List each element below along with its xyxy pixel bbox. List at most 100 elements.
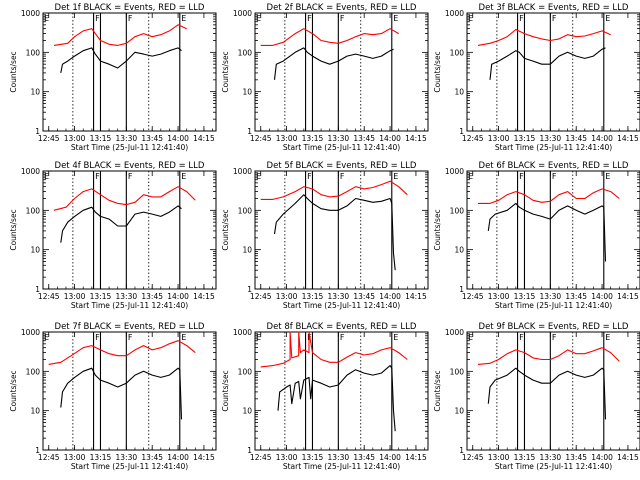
- chart-title: Det 7f BLACK = Events, RED = LLD: [55, 322, 205, 332]
- series-line-events: [489, 47, 606, 80]
- x-axis-label: Start Time (25-Jul-11 12:41:40): [71, 301, 188, 310]
- interval-marker-label: E: [44, 333, 49, 342]
- series-line-lld: [53, 24, 187, 46]
- interval-marker-label: F: [307, 172, 312, 181]
- x-tick-label: 13:00: [276, 134, 298, 143]
- chart-title: Det 9f BLACK = Events, RED = LLD: [479, 322, 629, 332]
- y-tick-label: 1: [459, 446, 464, 455]
- series-line-events: [487, 202, 607, 262]
- interval-marker-label: E: [256, 14, 261, 23]
- series-line-events: [60, 205, 182, 243]
- chart-panel-4: Det 4f BLACK = Events, RED = LLD 1 10 100 10…: [9, 161, 217, 310]
- x-tick-label: 14:15: [193, 134, 215, 143]
- plot-frame: [466, 170, 640, 290]
- y-tick-label: 1000: [21, 9, 40, 18]
- chart-title: Det 2f BLACK = Events, RED = LLD: [267, 3, 417, 13]
- y-tick-label: 10: [30, 246, 40, 255]
- x-tick-label: 13:30: [116, 453, 138, 462]
- chart-panel-6: Det 6f BLACK = Events, RED = LLD 1 10 100 10…: [433, 161, 640, 310]
- interval-marker-label: E: [181, 14, 186, 23]
- x-tick-label: 13:45: [353, 453, 375, 462]
- y-tick-label: 10: [242, 88, 252, 97]
- interval-marker-label: E: [181, 172, 186, 181]
- interval-marker-label: E: [605, 172, 610, 181]
- interval-marker-label: E: [393, 333, 398, 342]
- interval-marker-label: F: [519, 172, 524, 181]
- x-tick-label: 13:15: [514, 134, 536, 143]
- x-tick-label: 13:30: [116, 134, 138, 143]
- series-line-events: [273, 194, 396, 271]
- x-tick-label: 14:15: [405, 134, 427, 143]
- plot-frame: [42, 12, 217, 132]
- series-line-events: [273, 47, 394, 80]
- series-line-events: [277, 365, 396, 432]
- x-tick-label: 12:45: [250, 134, 272, 143]
- x-axis-label: Start Time (25-Jul-11 12:41:40): [71, 143, 188, 152]
- x-tick-label: 13:15: [302, 453, 324, 462]
- y-tick-label: 10: [242, 407, 252, 416]
- y-tick-label: 100: [238, 367, 253, 376]
- x-tick-label: 13:45: [565, 292, 587, 301]
- x-tick-label: 13:15: [90, 453, 112, 462]
- x-tick-label: 13:15: [90, 292, 112, 301]
- x-tick-label: 14:00: [167, 453, 189, 462]
- x-tick-label: 14:15: [617, 453, 639, 462]
- y-tick-label: 1000: [233, 328, 252, 337]
- plot-frame: [466, 331, 640, 451]
- y-tick-label: 1000: [21, 328, 40, 337]
- y-tick-label: 1: [247, 446, 252, 455]
- x-tick-label: 14:00: [379, 292, 401, 301]
- x-tick-label: 12:45: [250, 453, 272, 462]
- series-line-lld: [260, 180, 408, 200]
- interval-marker-label: F: [552, 14, 557, 23]
- x-axis-label: Start Time (25-Jul-11 12:41:40): [495, 301, 612, 310]
- plot-frame: [254, 170, 429, 290]
- x-tick-label: 13:45: [141, 292, 163, 301]
- interval-marker-label: F: [128, 172, 133, 181]
- y-axis-label: Counts/sec: [433, 370, 442, 411]
- y-axis-label: Counts/sec: [221, 51, 230, 92]
- chart-panel-3: Det 3f BLACK = Events, RED = LLD 1 10 100 10…: [433, 3, 640, 152]
- x-tick-label: 12:45: [462, 453, 484, 462]
- series-line-events: [487, 367, 607, 420]
- interval-marker-label: F: [95, 172, 100, 181]
- series-line-lld: [48, 340, 196, 365]
- x-tick-label: 12:45: [462, 292, 484, 301]
- y-tick-label: 10: [242, 246, 252, 255]
- y-axis-label: Counts/sec: [433, 209, 442, 250]
- interval-marker-label: E: [393, 172, 398, 181]
- y-tick-label: 100: [238, 48, 253, 57]
- plot-frame: [42, 331, 217, 451]
- x-tick-label: 12:45: [38, 292, 60, 301]
- x-axis-label: Start Time (25-Jul-11 12:41:40): [71, 462, 188, 471]
- x-tick-label: 13:00: [64, 453, 86, 462]
- plot-frame: [42, 170, 217, 290]
- x-tick-label: 14:00: [379, 134, 401, 143]
- chart-panel-7: Det 7f BLACK = Events, RED = LLD 1 10 100 10…: [9, 322, 217, 471]
- x-tick-label: 13:15: [90, 134, 112, 143]
- x-tick-label: 13:30: [328, 292, 350, 301]
- y-tick-label: 1000: [445, 328, 464, 337]
- series-line-lld: [477, 347, 620, 365]
- y-axis-label: Counts/sec: [9, 51, 18, 92]
- x-tick-label: 13:45: [141, 134, 163, 143]
- x-tick-label: 13:45: [141, 453, 163, 462]
- x-tick-label: 13:30: [328, 453, 350, 462]
- x-tick-label: 13:00: [488, 292, 510, 301]
- y-tick-label: 1: [247, 285, 252, 294]
- interval-marker-label: F: [519, 333, 524, 342]
- interval-marker-label: E: [468, 14, 473, 23]
- y-tick-label: 1000: [21, 167, 40, 176]
- y-tick-label: 10: [30, 407, 40, 416]
- chart-panel-9: Det 9f BLACK = Events, RED = LLD 1 10 100 10…: [433, 322, 640, 471]
- chart-title: Det 1f BLACK = Events, RED = LLD: [55, 3, 205, 13]
- x-tick-label: 13:15: [514, 292, 536, 301]
- interval-marker-label: E: [44, 14, 49, 23]
- x-axis-label: Start Time (25-Jul-11 12:41:40): [283, 462, 400, 471]
- interval-marker-label: F: [552, 172, 557, 181]
- interval-marker-label: E: [468, 333, 473, 342]
- y-tick-label: 1: [459, 127, 464, 136]
- x-tick-label: 14:15: [193, 292, 215, 301]
- y-axis-label: Counts/sec: [433, 51, 442, 92]
- x-tick-label: 14:15: [193, 453, 215, 462]
